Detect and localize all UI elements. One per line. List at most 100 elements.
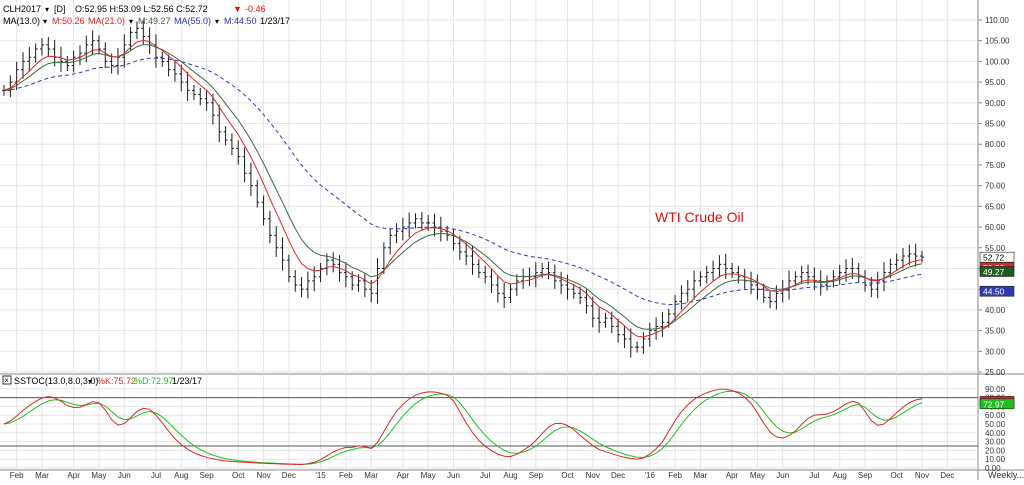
legend-date: 1/23/17 (260, 16, 290, 26)
price-axis: 110.00 105.00 100.00 95.00 90.00 85.00 80.00 75… (978, 16, 1015, 473)
oscillator-panel (0, 388, 978, 466)
close-glyph: × (4, 376, 9, 385)
y-tick-label: 75.00 (985, 161, 1006, 170)
d-value: %D:72.97 (134, 376, 174, 386)
dropdown-arrow-icon[interactable]: ▾ (88, 377, 92, 386)
down-triangle-icon: ▼ (233, 4, 242, 14)
x-tick-label: Aug (833, 471, 847, 480)
close-icon[interactable] (2, 375, 12, 385)
x-tick-label: Nov (256, 471, 270, 480)
k-value: %K:75.72 (97, 376, 136, 386)
y-tick-label: 30.00 (985, 347, 1006, 356)
x-tick-label: Jul (809, 471, 819, 480)
y-tick-label: 100.00 (985, 57, 1010, 66)
period-menu[interactable]: Weekly... (988, 470, 1024, 480)
price-axis-label-box (979, 266, 1015, 277)
x-tick-label: Jun (447, 471, 460, 480)
time-axis: Feb Mar Apr May Jun Jul Aug Sep Oct Nov Dec '15 Feb M… (10, 471, 955, 480)
osc-tick-label: 0.00 (985, 464, 1001, 473)
osc-tick-label: 90.00 (985, 385, 1006, 394)
y-tick-label: 110.00 (985, 16, 1009, 25)
osc-tick-label: 40.00 (985, 429, 1006, 438)
period-label: [D] (54, 4, 66, 14)
x-tick-label: May (750, 471, 765, 480)
x-tick-label: Jun (776, 471, 789, 480)
y-tick-label: 60.00 (985, 223, 1006, 232)
x-tick-label: Mar (694, 471, 708, 480)
x-tick-label: Oct (561, 471, 574, 480)
ma13-line (3, 39, 923, 338)
oscillator-legend: × SSTOC(13.0,8.0,3.0) ▾ %K:75.72 %D:72.9… (2, 375, 202, 386)
y-tick-label: 95.00 (985, 78, 1006, 87)
osc-tick-label: 30.00 (985, 438, 1006, 447)
x-tick-label: Sep (199, 471, 214, 480)
osc-legend-date: 1/23/17 (172, 376, 202, 386)
x-tick-label: Oct (232, 471, 245, 480)
y-tick-label: 85.00 (985, 120, 1006, 129)
price-axis-label: 44.50 (983, 287, 1005, 297)
x-tick-label: Jul (480, 471, 490, 480)
ma21-label: MA(21.0) (88, 16, 125, 26)
ma21-line (3, 44, 923, 330)
price-axis-label: 52.72 (983, 253, 1005, 263)
dropdown-arrow-icon[interactable]: ▾ (45, 5, 49, 14)
osc-tick-label: 50.00 (985, 420, 1006, 429)
chart-annotation: WTI Crude Oil (655, 209, 744, 225)
x-tick-label: Apr (726, 471, 739, 480)
y-tick-label: 80.00 (985, 140, 1006, 149)
x-tick-label: Sep (858, 471, 873, 480)
osc-k-line (3, 388, 923, 466)
dropdown-arrow-icon[interactable]: ▾ (215, 17, 219, 26)
ohlc-quote: O:52.95 H:53.09 L:52.56 C:52.72 (75, 4, 208, 14)
y-tick-label: 35.00 (985, 327, 1006, 336)
osc-tick-label: 20.00 (985, 446, 1006, 455)
osc-tick-label: 10.00 (985, 455, 1006, 464)
change-value: -0.46 (245, 4, 266, 14)
x-tick-label: Nov (586, 471, 600, 480)
y-tick-label: 90.00 (985, 99, 1006, 108)
x-tick-label: May (91, 471, 106, 480)
sstoc-label: SSTOC(13.0,8.0,3.0) (14, 376, 98, 386)
x-tick-label: Dec (940, 471, 954, 480)
x-tick-label: Dec (611, 471, 625, 480)
ma13-value: M:50.26 (52, 16, 85, 26)
x-tick-label: Dec (282, 471, 296, 480)
x-tick-label: '15 (315, 471, 326, 480)
dropdown-arrow-icon[interactable]: ▾ (129, 17, 133, 26)
price-legend: CLH2017 ▾ [D] O:52.95 H:53.09 L:52.56 C:… (3, 4, 290, 26)
osc-tick-label: 60.00 (985, 411, 1006, 420)
x-tick-label: '16 (645, 471, 656, 480)
ma55-value: M:44.50 (224, 16, 257, 26)
y-tick-label: 65.00 (985, 202, 1006, 211)
y-tick-label: 70.00 (985, 182, 1006, 191)
x-tick-label: Feb (10, 471, 24, 480)
osc-axis-label-box (979, 398, 1015, 410)
x-tick-label: Jul (151, 471, 161, 480)
price-panel (2, 20, 924, 358)
x-tick-label: Aug (503, 471, 517, 480)
x-tick-label: Oct (890, 471, 903, 480)
ma13-label: MA(13.0) (3, 16, 40, 26)
price-axis-label-box (979, 285, 1015, 297)
dropdown-arrow-icon[interactable]: ▾ (43, 17, 47, 26)
x-tick-label: Mar (364, 471, 378, 480)
ma55-label: MA(55.0) (174, 16, 211, 26)
y-tick-label: 40.00 (985, 306, 1006, 315)
osc-axis-label: 72.97 (983, 399, 1005, 409)
x-tick-label: Feb (339, 471, 353, 480)
y-tick-label: 55.00 (985, 244, 1006, 253)
x-tick-label: Apr (67, 471, 80, 480)
x-tick-label: Jun (118, 471, 131, 480)
osc-d-line (3, 390, 923, 465)
x-tick-label: Aug (174, 471, 188, 480)
x-tick-label: Nov (915, 471, 929, 480)
x-tick-label: Mar (35, 471, 49, 480)
price-axis-label: 49.27 (983, 267, 1005, 277)
x-tick-label: Sep (529, 471, 544, 480)
x-tick-label: Feb (668, 471, 682, 480)
x-tick-label: May (421, 471, 436, 480)
symbol-label[interactable]: CLH2017 (3, 4, 41, 14)
ma21-value: M:49.27 (138, 16, 171, 26)
